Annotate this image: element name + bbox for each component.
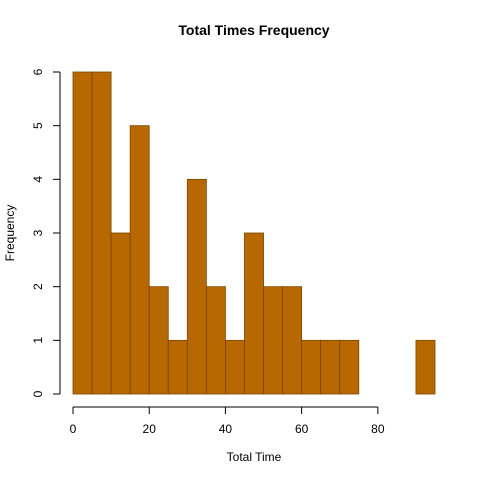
y-tick-label: 0 xyxy=(31,390,45,397)
histogram-bar-11 xyxy=(282,286,303,395)
x-tick-label: 20 xyxy=(143,422,157,436)
y-tick-label: 5 xyxy=(31,122,45,129)
histogram-bar-12 xyxy=(301,339,322,395)
x-tick-label: 40 xyxy=(219,422,233,436)
bars-group xyxy=(72,71,436,395)
y-tick-label: 1 xyxy=(31,337,45,344)
histogram-bar-8 xyxy=(225,339,245,395)
histogram-bar-0 xyxy=(72,71,93,395)
histogram-bar-13 xyxy=(320,339,341,395)
y-tick-label: 3 xyxy=(31,229,45,236)
y-tick-label: 4 xyxy=(31,176,45,183)
x-tick-label: 80 xyxy=(371,422,385,436)
y-axis: 0 1 2 3 4 5 6 xyxy=(31,68,61,397)
y-tick-label: 6 xyxy=(31,68,45,75)
x-axis: 0 20 40 60 80 xyxy=(70,406,385,436)
chart-title: Total Times Frequency xyxy=(178,22,329,38)
histogram-bar-2 xyxy=(110,232,131,395)
histogram-bar-6 xyxy=(186,178,207,395)
x-tick-label: 60 xyxy=(295,422,309,436)
histogram-bar-10 xyxy=(263,286,283,395)
y-axis-label: Frequency xyxy=(3,205,17,262)
histogram-bar-3 xyxy=(129,125,150,395)
histogram-bar-9 xyxy=(244,232,264,395)
histogram-bar-7 xyxy=(205,286,226,395)
histogram-bar-5 xyxy=(167,339,188,395)
histogram-bar-18 xyxy=(415,339,436,395)
histogram-bar-1 xyxy=(91,71,112,395)
y-tick-label: 2 xyxy=(31,283,45,290)
histogram-bar-14 xyxy=(339,339,360,395)
x-tick-label: 0 xyxy=(70,422,77,436)
x-axis-label: Total Time xyxy=(227,450,282,464)
histogram-bar-4 xyxy=(148,286,169,395)
